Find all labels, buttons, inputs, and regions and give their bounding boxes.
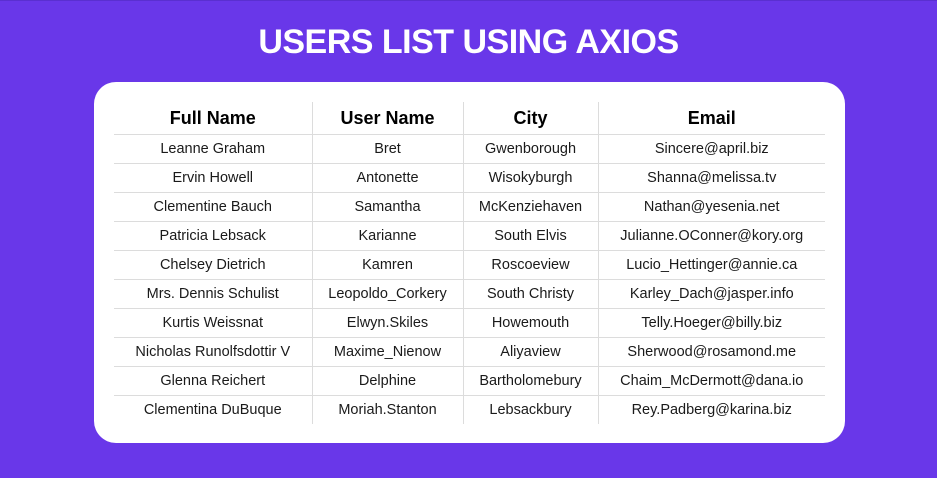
column-header-email: Email: [597, 102, 825, 135]
city-cell: Gwenborough: [462, 134, 598, 164]
city-cell: Aliyaview: [462, 337, 598, 367]
table-row: Leanne Graham Bret Gwenborough Sincere@a…: [114, 134, 825, 164]
email-cell: Sherwood@rosamond.me: [597, 337, 825, 367]
full-name-cell: Leanne Graham: [114, 134, 312, 164]
email-cell: Telly.Hoeger@billy.biz: [597, 308, 825, 338]
city-cell: Lebsackbury: [462, 395, 598, 424]
table-row: Glenna Reichert Delphine Bartholomebury …: [114, 366, 825, 396]
city-cell: Roscoeview: [462, 250, 598, 280]
full-name-cell: Nicholas Runolfsdottir V: [114, 337, 312, 367]
city-cell: Wisokyburgh: [462, 163, 598, 193]
full-name-cell: Ervin Howell: [114, 163, 312, 193]
city-cell: Howemouth: [462, 308, 598, 338]
full-name-cell: Clementine Bauch: [114, 192, 312, 222]
user-name-cell: Moriah.Stanton: [311, 395, 463, 424]
table-header-row: Full Name User Name City Email: [114, 102, 825, 135]
users-card: Full Name User Name City Email Leanne Gr…: [94, 82, 845, 443]
full-name-cell: Clementina DuBuque: [143, 402, 282, 418]
table-row: Clementina DuBuque Moriah.Stanton Lebsac…: [114, 395, 825, 424]
email-cell: Rey.Padberg@karina.biz: [597, 395, 825, 424]
table-row: Nicholas Runolfsdottir V Maxime_Nienow A…: [114, 337, 825, 367]
table-row: Patricia Lebsack Karianne South Elvis Ju…: [114, 221, 825, 251]
table-row: Mrs. Dennis Schulist Leopoldo_Corkery So…: [114, 279, 825, 309]
page-title: USERS LIST USING AXIOS: [258, 23, 679, 61]
city-cell: South Elvis: [462, 221, 598, 251]
table-row: Kurtis Weissnat Elwyn.Skiles Howemouth T…: [114, 308, 825, 338]
user-name-cell: Delphine: [311, 366, 463, 396]
city-cell: South Christy: [462, 279, 598, 309]
email-cell: Lucio_Hettinger@annie.ca: [597, 250, 825, 280]
full-name-cell: Chelsey Dietrich: [114, 250, 312, 280]
user-name-cell: Elwyn.Skiles: [311, 308, 463, 338]
email-cell: Shanna@melissa.tv: [597, 163, 825, 193]
top-border: [0, 0, 937, 1]
user-name-cell: Bret: [311, 134, 463, 164]
full-name-cell: Patricia Lebsack: [114, 221, 312, 251]
column-header-user-name: User Name: [311, 102, 463, 135]
user-name-cell: Karianne: [311, 221, 463, 251]
email-cell: Nathan@yesenia.net: [597, 192, 825, 222]
email-cell: Karley_Dach@jasper.info: [597, 279, 825, 309]
full-name-cell: Glenna Reichert: [114, 366, 312, 396]
user-name-cell: Kamren: [311, 250, 463, 280]
table-row: Chelsey Dietrich Kamren Roscoeview Lucio…: [114, 250, 825, 280]
user-name-cell: Antonette: [311, 163, 463, 193]
users-table: Full Name User Name City Email Leanne Gr…: [114, 102, 825, 424]
email-cell: Julianne.OConner@kory.org: [597, 221, 825, 251]
user-name-cell: Leopoldo_Corkery: [311, 279, 463, 309]
user-name-cell: Maxime_Nienow: [311, 337, 463, 367]
email-cell: Chaim_McDermott@dana.io: [597, 366, 825, 396]
column-header-full-name: Full Name: [114, 102, 312, 135]
full-name-cell: Kurtis Weissnat: [114, 308, 312, 338]
table-row: Clementine Bauch Samantha McKenziehaven …: [114, 192, 825, 222]
column-header-city: City: [462, 102, 598, 135]
table-row: Ervin Howell Antonette Wisokyburgh Shann…: [114, 163, 825, 193]
city-cell: Bartholomebury: [462, 366, 598, 396]
city-cell: McKenziehaven: [462, 192, 598, 222]
email-cell: Sincere@april.biz: [597, 134, 825, 164]
full-name-cell: Mrs. Dennis Schulist: [114, 279, 312, 309]
user-name-cell: Samantha: [311, 192, 463, 222]
